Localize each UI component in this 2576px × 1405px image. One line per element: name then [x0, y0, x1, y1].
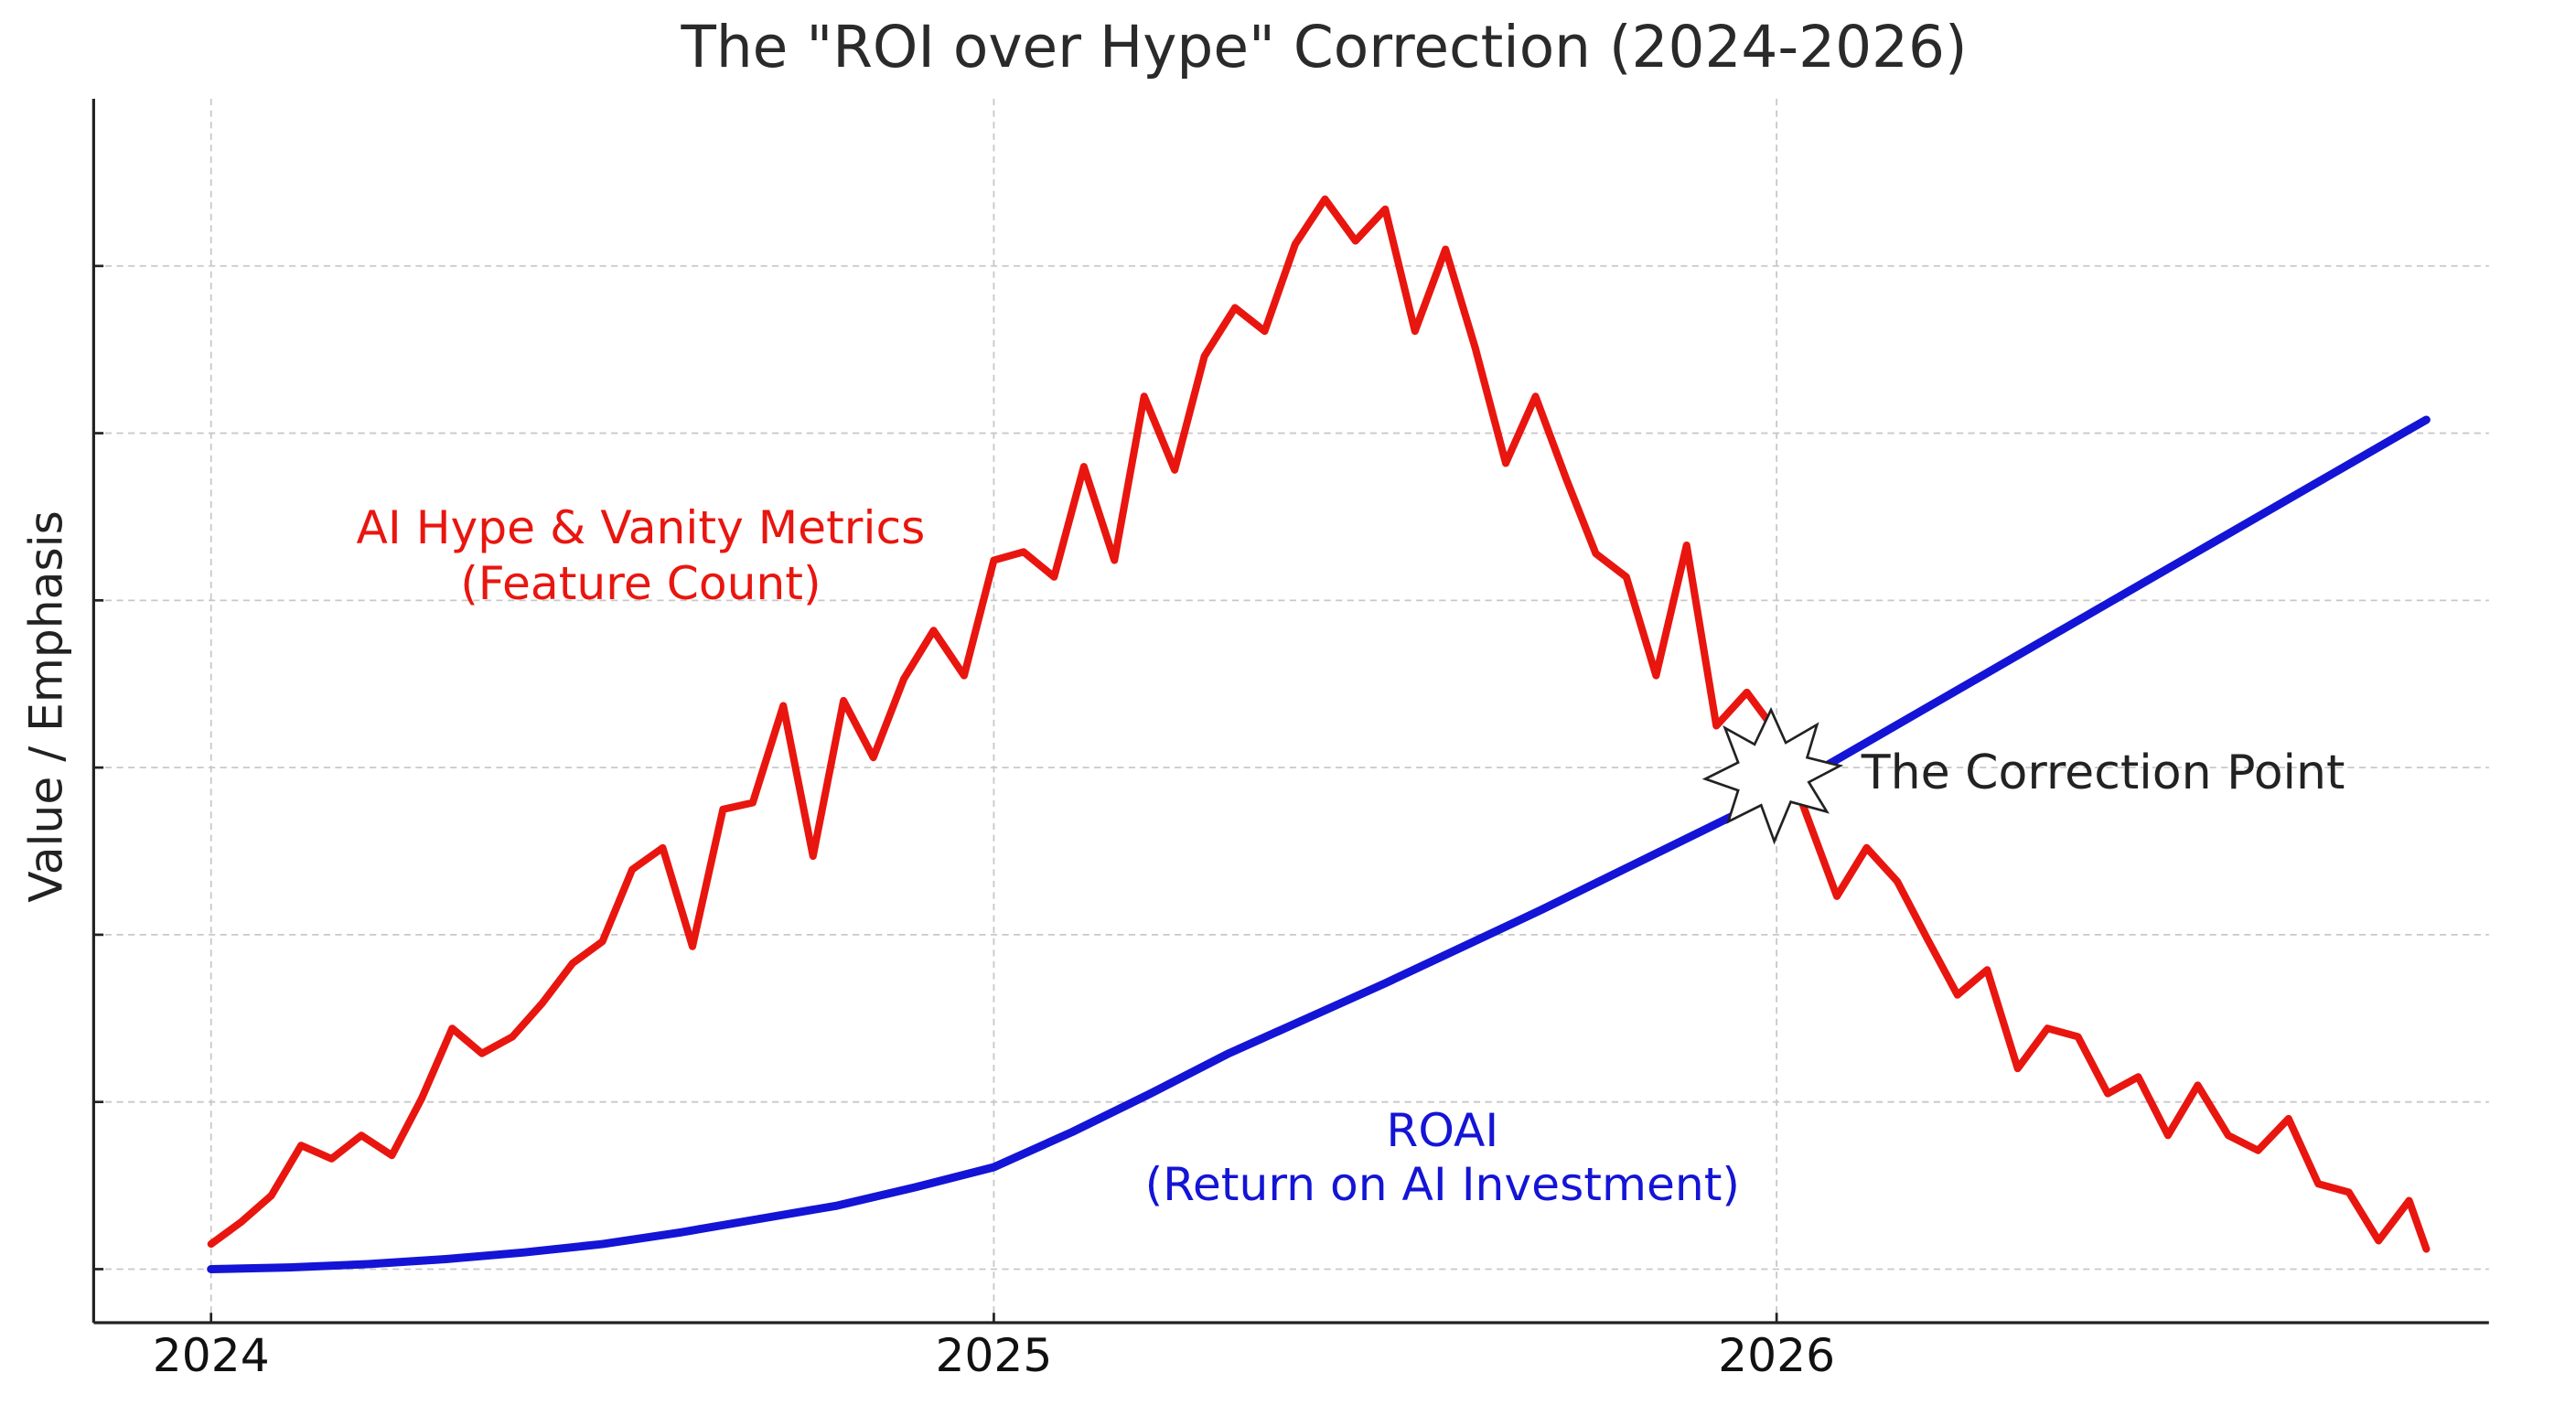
- series-label: (Return on AI Investment): [1145, 1157, 1740, 1211]
- series-line: [207, 195, 2431, 1253]
- series-label: AI Hype & Vanity Metrics: [357, 500, 926, 554]
- chart-title: The "ROI over Hype" Correction (2024-202…: [680, 14, 1967, 80]
- annotation: The Correction Point: [1861, 745, 2345, 800]
- series-label: ROAI: [1386, 1103, 1498, 1157]
- x-tick-label: 2024: [153, 1328, 270, 1382]
- correction-starburst: [1701, 706, 1844, 845]
- x-tick-label: 2026: [1718, 1328, 1835, 1382]
- plot-area: 2024 2025 2026: [91, 98, 2489, 1382]
- x-tick-label: 2025: [935, 1328, 1052, 1382]
- series-line: [207, 415, 2431, 1273]
- y-axis-label: Value / Emphasis: [18, 510, 72, 903]
- series-label: (Feature Count): [460, 556, 821, 610]
- overlay: The Correction Point AI Hype & Vanity Me…: [357, 500, 2345, 1211]
